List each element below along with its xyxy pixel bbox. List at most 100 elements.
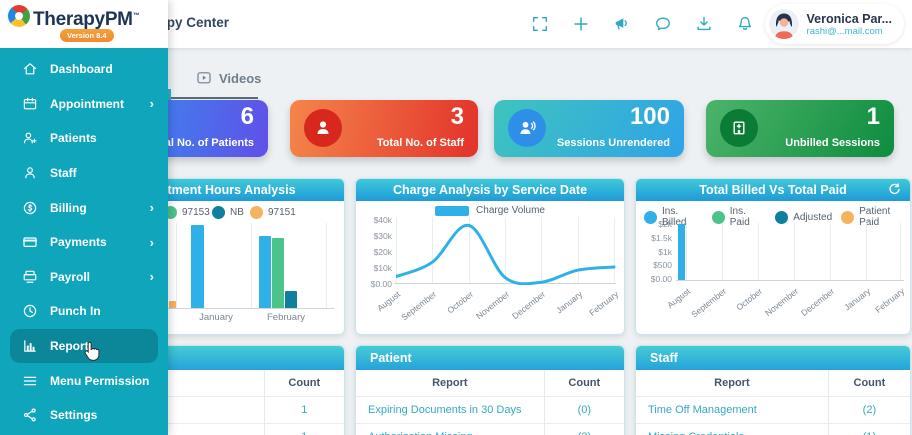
stat-value: 1	[866, 103, 880, 130]
user-menu[interactable]: Veronica Par... rashi@...mail.com	[764, 4, 904, 44]
legend-item: Patient Paid	[841, 206, 910, 228]
add-icon[interactable]	[572, 15, 590, 33]
column-count: Count	[827, 370, 910, 396]
report-link[interactable]: Expiring Documents in 30 Days	[368, 404, 522, 416]
y-tick-label: $0.00	[370, 279, 392, 289]
stat-label: Sessions Unrendered	[556, 137, 670, 149]
sidebar-item-label: Dashboard	[50, 62, 113, 77]
y-tick-label: $30k	[373, 231, 392, 241]
sidebar-item-payments[interactable]: Payments ›	[0, 225, 168, 260]
charge-analysis-plot: Charge Volume $40k $30k $20k $10k $0.00 Augus…	[356, 201, 624, 334]
count-value: 1	[263, 424, 344, 435]
fullscreen-icon[interactable]	[531, 15, 549, 33]
sidebar-item-dashboard[interactable]: Dashboard	[0, 52, 168, 87]
legend-label: 97151	[268, 207, 296, 218]
tab-underline	[118, 97, 258, 99]
legend-swatch	[435, 205, 470, 216]
month-label: February	[266, 312, 306, 323]
refresh-icon[interactable]	[887, 182, 902, 197]
legend-item: NB	[212, 206, 244, 219]
count-value: (1)	[827, 424, 910, 435]
gridline	[432, 217, 434, 283]
legend-dot	[841, 210, 855, 224]
report-icon	[24, 340, 36, 352]
legend: Ins. Billed Ins. Paid Adjusted Patient Paid	[644, 206, 910, 228]
billed-vs-paid-plot: Ins. Billed Ins. Paid Adjusted Patient Paid…	[636, 201, 910, 334]
sidebar-item-settings[interactable]: Settings	[0, 398, 168, 433]
chat-icon[interactable]	[654, 15, 672, 33]
logo-area: TherapyPM™ Version 8.4	[0, 0, 168, 48]
bar-unlabeled	[191, 225, 204, 308]
sidebar-item-menu-permission[interactable]: Menu Permission	[0, 363, 168, 398]
sidebar-item-label: Settings	[50, 408, 98, 423]
gridline	[722, 223, 723, 280]
y-tick-label: $40k	[373, 215, 392, 225]
stat-value: 100	[629, 103, 670, 130]
column-count: Count	[543, 370, 624, 396]
chart-title: Charge Analysis by Service Date	[356, 179, 624, 201]
chart-charge-analysis: Charge Analysis by Service Date Charge V…	[355, 178, 625, 335]
notifications-icon[interactable]	[736, 15, 754, 33]
tab-videos-label: Videos	[219, 70, 262, 86]
sidebar-item-label: Menu Permission	[50, 373, 150, 388]
chevron-right-icon: ›	[149, 96, 154, 112]
bar-unlabeled	[259, 235, 271, 308]
gridline	[505, 217, 506, 283]
sidebar-item-punch-in[interactable]: Punch In	[0, 294, 168, 329]
table-title: Patient	[356, 346, 624, 370]
report-link[interactable]: Authorization Missing	[356, 431, 544, 435]
sidebar-item-appointment[interactable]: Appointment ›	[0, 87, 168, 122]
charge-volume-line	[396, 223, 616, 285]
sidebar-item-label: Patients	[50, 131, 97, 146]
column-report: Report	[432, 377, 468, 389]
chart-billed-vs-paid: Total Billed Vs Total Paid Ins. Billed In…	[635, 178, 911, 335]
table-row: Time Off Management (2)	[636, 396, 910, 423]
legend-label: 97153	[182, 207, 210, 218]
sidebar-item-label: Payments	[50, 235, 107, 250]
y-tick-label: $10k	[373, 263, 392, 273]
gridline	[866, 223, 867, 280]
partial-tab-indicator	[166, 89, 171, 102]
report-link[interactable]: Time Off Management	[648, 404, 757, 416]
sidebar-item-report[interactable]: Report	[10, 328, 158, 364]
count-value: (2)	[827, 397, 910, 423]
brand-name: TherapyPM™	[33, 9, 140, 30]
announcement-icon[interactable]	[613, 15, 631, 33]
y-tick-label: $20k	[373, 247, 392, 257]
legend-label: Ins. Billed	[662, 206, 687, 228]
table-row: 1	[76, 396, 344, 423]
table-header-row: Report Count	[356, 370, 624, 396]
download-icon[interactable]	[695, 15, 713, 33]
legend-label: NB	[230, 207, 244, 218]
y-tick-label: $1.5k	[651, 233, 672, 243]
stat-label: Total No. of Patients	[148, 137, 254, 149]
table-title: Staff	[636, 346, 910, 370]
staff-icon	[304, 109, 342, 147]
table-row: Authorization Missing (2)	[356, 423, 624, 435]
sidebar-item-staff[interactable]: Staff	[0, 156, 168, 191]
sessions-icon	[508, 109, 546, 147]
stat-card-unbilled-sessions: 1 Unbilled Sessions	[706, 100, 894, 157]
gridline	[900, 223, 901, 280]
legend-dot	[644, 210, 657, 224]
tab-videos[interactable]: Videos	[196, 70, 261, 86]
count-value: (0)	[543, 397, 624, 423]
sidebar-item-payroll[interactable]: Payroll ›	[0, 260, 168, 295]
clinic-icon	[720, 109, 758, 147]
bar-Ins. Billed	[678, 224, 685, 280]
sidebar-item-patients[interactable]: Patients	[0, 121, 168, 156]
patient-add-icon	[23, 133, 37, 144]
report-link[interactable]: Missing Credentials	[636, 431, 828, 435]
table-row: Missing Credentials (1)	[636, 423, 910, 435]
sidebar-item-billing[interactable]: Billing ›	[0, 190, 168, 225]
legend-item: 97151	[250, 206, 296, 219]
video-icon	[197, 72, 211, 84]
table-header-row: Report Count	[636, 370, 910, 396]
menu-icon	[23, 376, 37, 385]
table-row: 1	[76, 423, 344, 435]
payments-icon	[23, 237, 37, 248]
gridline	[577, 217, 579, 283]
stat-value: 3	[450, 103, 464, 130]
gridline	[176, 223, 177, 308]
